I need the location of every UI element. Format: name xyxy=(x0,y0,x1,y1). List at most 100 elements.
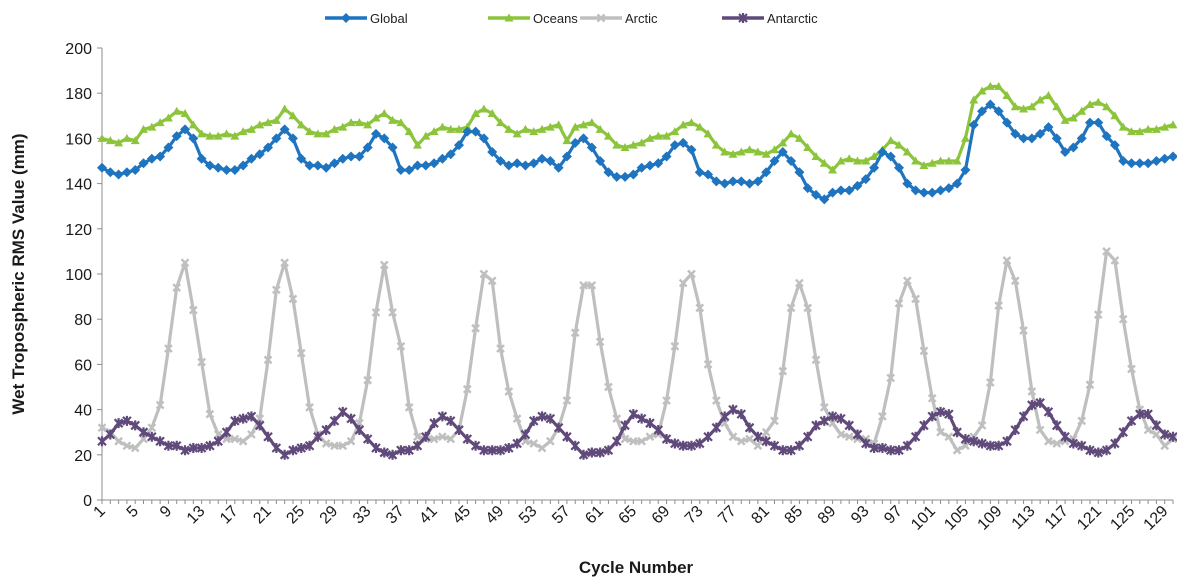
data-point-global xyxy=(777,146,788,157)
data-point-global xyxy=(960,165,971,176)
data-point-global xyxy=(620,171,631,182)
data-point-arctic xyxy=(404,402,414,412)
data-point-antarctic xyxy=(105,429,116,440)
data-point-global xyxy=(478,133,489,144)
x-tick-label: 33 xyxy=(350,503,375,528)
data-point-oceans xyxy=(736,147,746,156)
data-point-oceans xyxy=(429,127,439,136)
data-point-oceans xyxy=(969,95,979,104)
data-point-global xyxy=(1068,142,1079,153)
data-point-global xyxy=(503,160,514,171)
data-point-oceans xyxy=(529,127,539,136)
data-point-arctic xyxy=(977,421,987,430)
data-point-oceans xyxy=(1077,106,1087,115)
data-point-antarctic xyxy=(1168,431,1177,442)
data-point-oceans xyxy=(603,131,613,140)
data-point-arctic xyxy=(936,427,945,437)
series-global xyxy=(97,99,1177,205)
data-point-antarctic xyxy=(313,431,323,442)
data-point-arctic xyxy=(180,258,190,268)
data-point-global xyxy=(686,144,697,155)
data-point-oceans xyxy=(836,156,846,165)
data-point-oceans xyxy=(321,129,331,138)
data-point-antarctic xyxy=(1118,427,1128,438)
data-point-oceans xyxy=(197,129,207,138)
data-point-global xyxy=(1134,158,1145,169)
data-point-arctic xyxy=(911,294,920,304)
data-point-oceans xyxy=(1002,90,1012,99)
data-point-arctic xyxy=(770,416,779,426)
data-point-oceans xyxy=(645,133,655,142)
data-point-arctic xyxy=(139,434,148,444)
data-point-global xyxy=(470,126,481,137)
data-point-arctic xyxy=(795,278,804,288)
data-point-antarctic xyxy=(196,443,207,454)
legend-item-arctic: Arctic xyxy=(580,11,658,26)
data-point-oceans xyxy=(927,158,937,167)
data-point-oceans xyxy=(628,140,638,149)
legend-item-global: Global xyxy=(325,11,408,26)
legend-label: Arctic xyxy=(625,11,658,26)
data-point-oceans xyxy=(686,118,696,127)
data-point-oceans xyxy=(155,118,165,127)
data-point-oceans xyxy=(305,127,315,136)
data-point-global xyxy=(1109,140,1120,151)
data-point-global xyxy=(1010,128,1021,139)
data-point-global xyxy=(387,142,398,153)
data-point-oceans xyxy=(504,124,514,133)
data-point-arctic xyxy=(122,441,132,451)
data-point-antarctic xyxy=(246,411,257,422)
data-point-global xyxy=(1026,133,1037,144)
data-point-global xyxy=(719,178,730,189)
data-point-global xyxy=(852,180,863,191)
data-point-oceans xyxy=(612,140,622,149)
data-point-arctic xyxy=(396,341,406,351)
data-point-arctic xyxy=(496,344,505,353)
x-tick-label: 17 xyxy=(217,503,242,528)
data-point-antarctic xyxy=(1076,440,1087,451)
data-point-antarctic xyxy=(977,438,987,449)
data-point-oceans xyxy=(1019,104,1029,113)
data-point-arctic xyxy=(330,441,339,451)
data-point-antarctic xyxy=(387,449,398,460)
data-point-arctic xyxy=(1035,425,1045,435)
data-point-global xyxy=(404,165,415,176)
x-tick-label: 9 xyxy=(157,503,175,521)
data-point-oceans xyxy=(230,131,240,140)
series-oceans xyxy=(97,81,1177,174)
data-point-arctic xyxy=(446,434,456,444)
x-tick-label: 13 xyxy=(184,503,209,528)
data-point-antarctic xyxy=(993,440,1004,451)
data-point-arctic xyxy=(828,418,837,428)
data-point-arctic xyxy=(595,337,605,347)
data-point-global xyxy=(711,176,722,187)
data-point-oceans xyxy=(545,122,555,131)
data-point-antarctic xyxy=(180,445,190,456)
data-point-antarctic xyxy=(188,443,199,454)
data-point-global xyxy=(1101,131,1112,142)
data-point-global xyxy=(213,162,224,173)
data-point-antarctic xyxy=(852,429,863,440)
data-point-oceans xyxy=(1027,102,1037,111)
data-point-arctic xyxy=(1143,425,1153,435)
data-point-oceans xyxy=(97,133,107,142)
data-point-oceans xyxy=(1010,102,1020,111)
data-point-antarctic xyxy=(437,411,448,422)
data-point-global xyxy=(412,160,423,171)
data-point-antarctic xyxy=(512,438,522,449)
data-point-global xyxy=(354,151,365,162)
y-axis: 0 20 40 60 80 100 120 140 160 180 200 xyxy=(65,41,103,510)
data-point-antarctic xyxy=(944,409,954,420)
data-point-antarctic xyxy=(1110,438,1120,449)
data-point-global xyxy=(811,189,821,200)
data-point-oceans xyxy=(139,124,149,133)
series-line-global xyxy=(100,102,1175,202)
data-point-global xyxy=(204,160,215,171)
data-point-arctic xyxy=(645,432,655,442)
data-point-global xyxy=(337,153,348,164)
data-point-arctic xyxy=(429,434,439,444)
data-point-arctic xyxy=(695,303,705,313)
data-point-global xyxy=(146,153,157,164)
data-point-antarctic xyxy=(960,433,971,444)
